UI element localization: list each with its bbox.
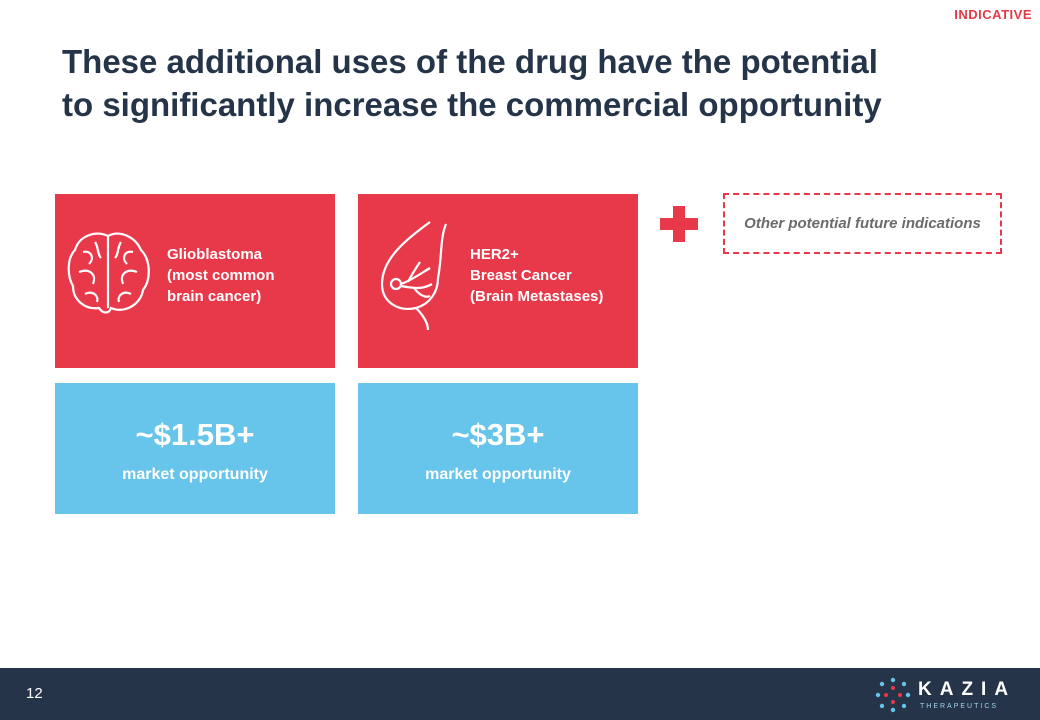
indication-label: HER2+ Breast Cancer (Brain Metastases): [470, 244, 603, 307]
label-line: Breast Cancer: [470, 267, 572, 284]
opportunity-card: ~$1.5B+ market opportunity: [55, 383, 335, 514]
footer: 12 KAZIA THERAPEUTICS: [0, 668, 1040, 720]
title-line: These additional uses of the drug have t…: [62, 43, 878, 80]
label-line: HER2+: [470, 246, 519, 263]
opportunity-label: market opportunity: [425, 466, 571, 483]
logo-mark: [875, 677, 911, 713]
title-line: to significantly increase the commercial…: [62, 86, 882, 123]
opportunity-value: ~$1.5B+: [135, 417, 255, 452]
indication-card: Glioblastoma (most common brain cancer): [55, 194, 335, 368]
opportunity-label: market opportunity: [122, 466, 268, 483]
logo-text: KAZIA: [918, 679, 1017, 700]
brain-icon: [67, 232, 150, 314]
indicative-tag: INDICATIVE: [954, 7, 1032, 22]
label-line: Glioblastoma: [167, 246, 263, 263]
title: These additional uses of the drug have t…: [62, 40, 882, 126]
indication-label: Glioblastoma (most common brain cancer): [167, 244, 275, 307]
logo-subtext: THERAPEUTICS: [920, 703, 999, 710]
opportunity-value: ~$3B+: [451, 417, 545, 452]
page-number: 12: [26, 685, 43, 702]
plus-icon: [660, 206, 698, 242]
breast-icon: [380, 221, 448, 330]
indication-card: HER2+ Breast Cancer (Brain Metastases): [358, 194, 638, 368]
other-indications: Other potential future indications: [723, 193, 1002, 254]
label-line: brain cancer): [167, 288, 262, 305]
label-line: (Brain Metastases): [470, 288, 604, 305]
label-line: (most common: [167, 267, 275, 284]
opportunity-card: ~$3B+ market opportunity: [358, 383, 638, 514]
